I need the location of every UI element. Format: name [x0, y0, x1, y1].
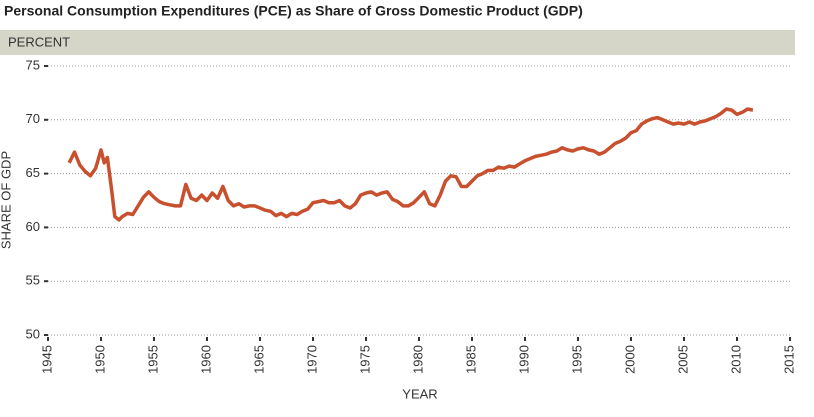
x-tick-label: 1970	[304, 345, 319, 374]
y-axis-label: SHARE OF GDP	[0, 151, 13, 249]
y-tick-label: 60	[26, 219, 40, 234]
unit-label: PERCENT	[8, 34, 70, 49]
y-tick-label: 70	[26, 111, 40, 126]
y-tick-label: 65	[26, 165, 40, 180]
x-tick-label: 1960	[198, 345, 213, 374]
x-tick-label: 2005	[675, 345, 690, 374]
unit-band	[0, 30, 795, 55]
x-tick-label: 1980	[410, 345, 425, 374]
x-tick-label: 2010	[728, 345, 743, 374]
x-tick-label: 1995	[569, 345, 584, 374]
x-tick-label: 1985	[463, 345, 478, 374]
x-axis-label: YEAR	[402, 386, 437, 401]
y-tick-label: 50	[26, 326, 40, 341]
y-tick-label: 55	[26, 273, 40, 288]
chart-title: Personal Consumption Expenditures (PCE) …	[4, 3, 583, 19]
x-tick-label: 1990	[516, 345, 531, 374]
x-tick-label: 1975	[357, 345, 372, 374]
x-tick-label: 1955	[145, 345, 160, 374]
x-tick-label: 1945	[39, 345, 54, 374]
y-tick-label: 75	[26, 57, 40, 72]
x-tick-label: 2015	[781, 345, 796, 374]
x-tick-label: 1965	[251, 345, 266, 374]
data-line	[67, 107, 754, 222]
x-tick-label: 2000	[622, 345, 637, 374]
x-tick-label: 1950	[92, 345, 107, 374]
